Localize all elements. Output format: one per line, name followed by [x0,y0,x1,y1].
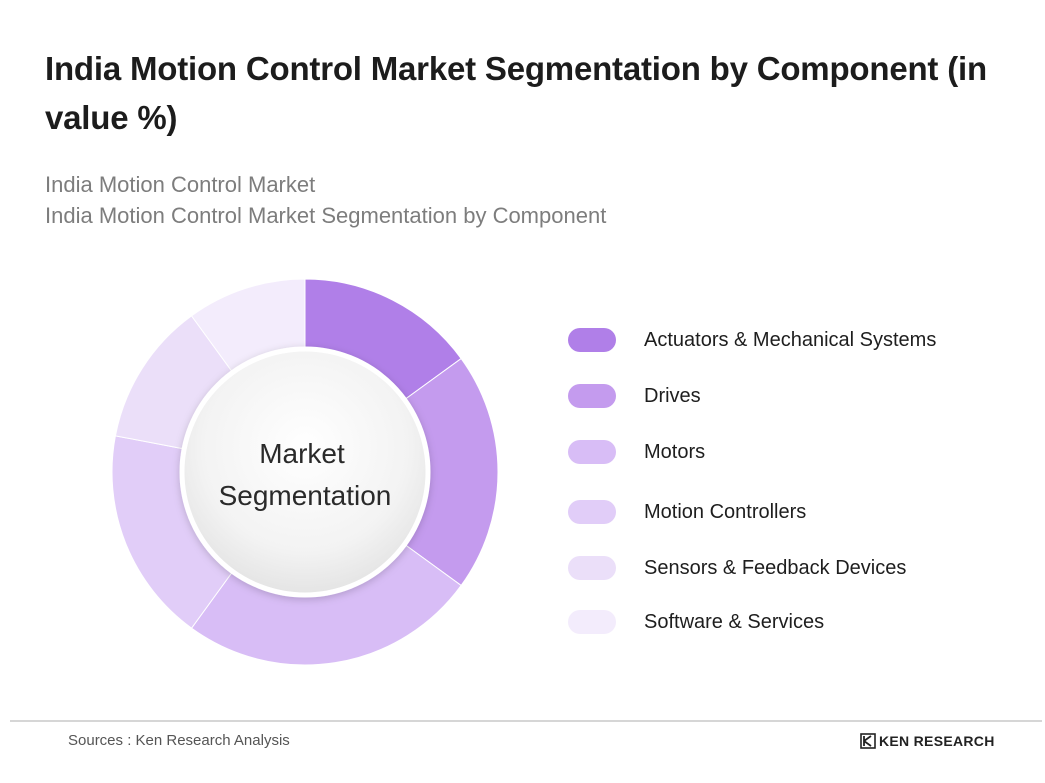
legend-item: Drives [568,381,1028,411]
legend-item: Sensors & Feedback Devices [568,553,1028,583]
legend-label: Software & Services [644,610,825,633]
legend-swatch [568,440,616,464]
legend-item: Actuators & Mechanical Systems [568,325,1028,355]
subtitle: India Motion Control Market India Motion… [45,169,945,231]
subtitle-line-1: India Motion Control Market [45,172,316,197]
legend-label: Sensors & Feedback Devices [644,556,907,579]
source-note: Sources : Ken Research Analysis [68,732,290,749]
legend-swatch [568,328,616,352]
legend-swatch [568,610,616,634]
legend-item: Software & Services [568,607,1028,637]
legend-swatch [568,384,616,408]
legend-swatch [568,556,616,580]
legend-label: Motors [644,440,706,463]
legend-label: Actuators & Mechanical Systems [644,328,937,351]
footer-divider [10,720,1042,722]
legend-swatch [568,500,616,524]
legend-label: Motion Controllers [644,500,807,523]
legend-label: Drives [644,384,701,407]
legend-item: Motion Controllers [568,497,1028,527]
brand-name: KEN RESEARCH [879,733,995,749]
brand-logo: KEN RESEARCH [860,733,995,749]
center-label-line-1: Market [259,438,345,469]
center-label-line-2: Segmentation [219,480,392,511]
ken-research-logo-icon [860,733,876,749]
legend-item: Motors [568,437,1028,467]
chart-title: India Motion Control Market Segmentation… [45,50,987,136]
subtitle-line-2: India Motion Control Market Segmentation… [45,203,607,228]
donut-center [179,346,431,598]
donut-chart: Market Segmentation [111,278,499,666]
